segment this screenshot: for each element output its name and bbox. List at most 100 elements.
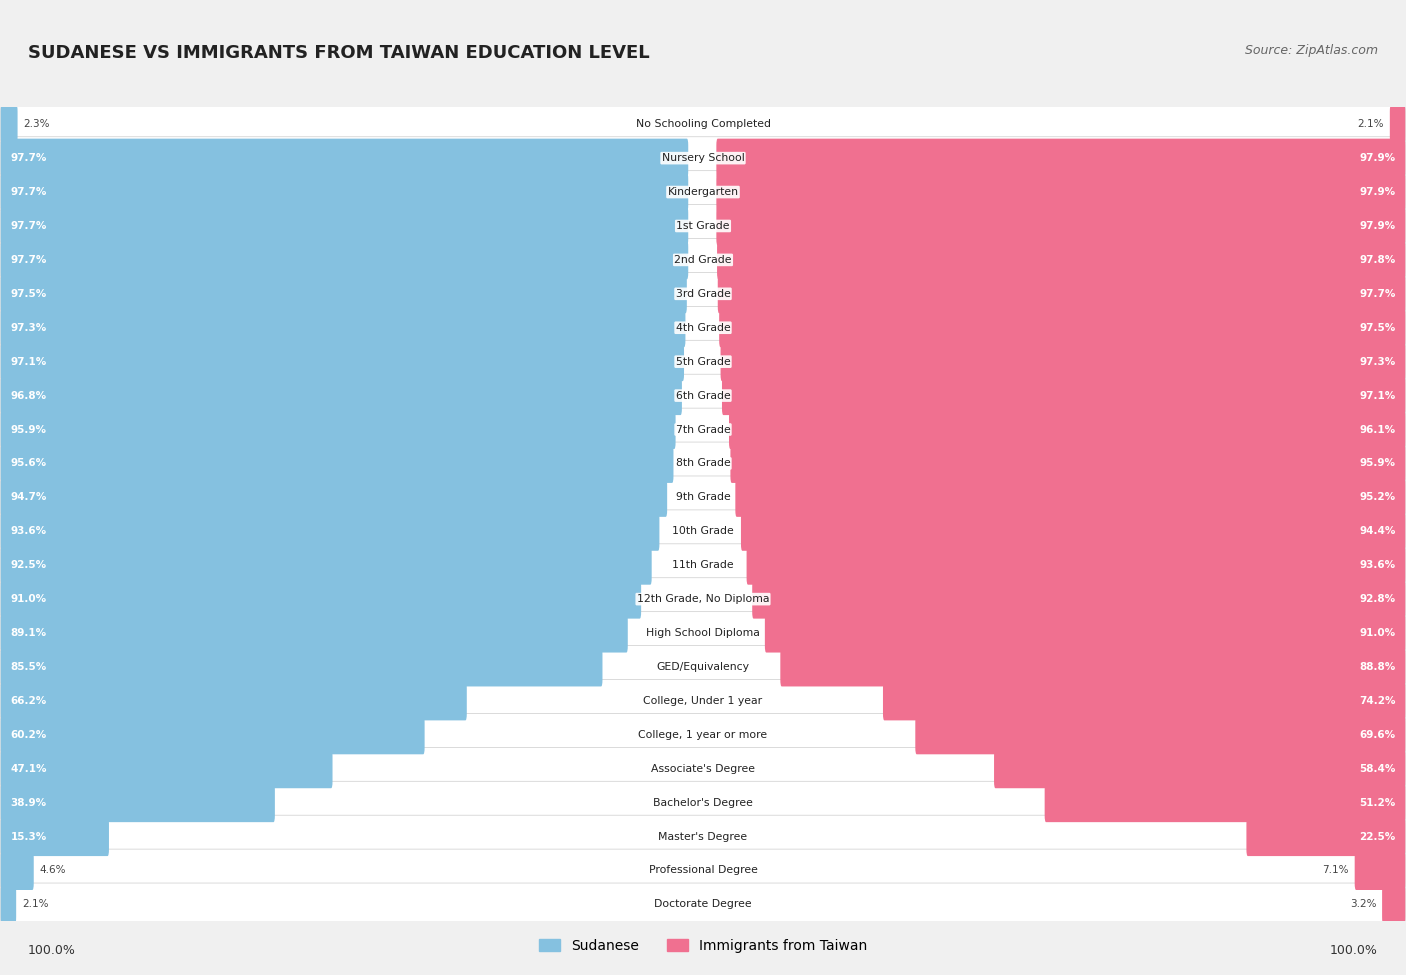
Text: College, Under 1 year: College, Under 1 year xyxy=(644,696,762,706)
FancyBboxPatch shape xyxy=(0,274,688,313)
Text: 97.5%: 97.5% xyxy=(11,289,46,298)
Text: 60.2%: 60.2% xyxy=(11,730,46,740)
Text: 97.7%: 97.7% xyxy=(11,153,46,163)
Text: 97.7%: 97.7% xyxy=(1360,289,1396,298)
FancyBboxPatch shape xyxy=(0,817,110,856)
FancyBboxPatch shape xyxy=(0,376,682,415)
Text: 47.1%: 47.1% xyxy=(11,763,46,774)
Text: Bachelor's Degree: Bachelor's Degree xyxy=(652,798,754,807)
FancyBboxPatch shape xyxy=(0,410,676,449)
Text: 95.9%: 95.9% xyxy=(11,424,46,435)
FancyBboxPatch shape xyxy=(0,104,17,143)
Text: 74.2%: 74.2% xyxy=(1360,696,1396,706)
Text: 91.0%: 91.0% xyxy=(11,594,46,604)
FancyBboxPatch shape xyxy=(720,308,1406,347)
FancyBboxPatch shape xyxy=(1,205,1405,248)
FancyBboxPatch shape xyxy=(1,611,1405,654)
FancyBboxPatch shape xyxy=(0,444,673,483)
Text: Associate's Degree: Associate's Degree xyxy=(651,763,755,774)
Text: 3.2%: 3.2% xyxy=(1350,899,1376,910)
Text: 94.7%: 94.7% xyxy=(11,492,46,502)
FancyBboxPatch shape xyxy=(0,546,652,585)
Text: 93.6%: 93.6% xyxy=(1360,561,1396,570)
FancyBboxPatch shape xyxy=(1,136,1405,179)
FancyBboxPatch shape xyxy=(1,374,1405,417)
Text: 10th Grade: 10th Grade xyxy=(672,526,734,536)
Text: 12th Grade, No Diploma: 12th Grade, No Diploma xyxy=(637,594,769,604)
FancyBboxPatch shape xyxy=(717,241,1406,280)
FancyBboxPatch shape xyxy=(730,410,1406,449)
Text: No Schooling Completed: No Schooling Completed xyxy=(636,119,770,130)
Text: 4th Grade: 4th Grade xyxy=(676,323,730,332)
FancyBboxPatch shape xyxy=(0,512,659,551)
Text: 22.5%: 22.5% xyxy=(1360,832,1396,841)
FancyBboxPatch shape xyxy=(1,544,1405,587)
Text: 97.9%: 97.9% xyxy=(1360,153,1396,163)
FancyBboxPatch shape xyxy=(0,647,603,686)
Text: 2.1%: 2.1% xyxy=(1358,119,1385,130)
Text: 97.1%: 97.1% xyxy=(1360,391,1396,401)
FancyBboxPatch shape xyxy=(716,138,1406,177)
Text: 1st Grade: 1st Grade xyxy=(676,221,730,231)
Text: 58.4%: 58.4% xyxy=(1360,763,1396,774)
Text: Kindergarten: Kindergarten xyxy=(668,187,738,197)
Text: 89.1%: 89.1% xyxy=(11,628,46,638)
FancyBboxPatch shape xyxy=(1,883,1405,926)
FancyBboxPatch shape xyxy=(1,340,1405,383)
FancyBboxPatch shape xyxy=(0,716,425,755)
FancyBboxPatch shape xyxy=(1391,104,1406,143)
FancyBboxPatch shape xyxy=(780,647,1406,686)
Text: GED/Equivalency: GED/Equivalency xyxy=(657,662,749,672)
Text: Doctorate Degree: Doctorate Degree xyxy=(654,899,752,910)
Text: 97.7%: 97.7% xyxy=(11,187,46,197)
FancyBboxPatch shape xyxy=(718,274,1406,313)
Text: 96.1%: 96.1% xyxy=(1360,424,1396,435)
Text: Master's Degree: Master's Degree xyxy=(658,832,748,841)
Text: 97.3%: 97.3% xyxy=(1360,357,1396,367)
Text: High School Diploma: High School Diploma xyxy=(647,628,759,638)
Text: 6th Grade: 6th Grade xyxy=(676,391,730,401)
Text: 94.4%: 94.4% xyxy=(1360,526,1396,536)
FancyBboxPatch shape xyxy=(1,510,1405,553)
FancyBboxPatch shape xyxy=(1,272,1405,315)
FancyBboxPatch shape xyxy=(1382,885,1406,924)
FancyBboxPatch shape xyxy=(1,680,1405,722)
Text: SUDANESE VS IMMIGRANTS FROM TAIWAN EDUCATION LEVEL: SUDANESE VS IMMIGRANTS FROM TAIWAN EDUCA… xyxy=(28,44,650,61)
Text: Nursery School: Nursery School xyxy=(662,153,744,163)
FancyBboxPatch shape xyxy=(0,138,689,177)
FancyBboxPatch shape xyxy=(0,478,668,517)
Text: 97.7%: 97.7% xyxy=(11,254,46,265)
FancyBboxPatch shape xyxy=(1,171,1405,214)
Text: 4.6%: 4.6% xyxy=(39,866,66,876)
FancyBboxPatch shape xyxy=(1,849,1405,892)
FancyBboxPatch shape xyxy=(752,579,1406,618)
Text: 88.8%: 88.8% xyxy=(1360,662,1396,672)
FancyBboxPatch shape xyxy=(1,306,1405,349)
Text: 2nd Grade: 2nd Grade xyxy=(675,254,731,265)
Text: 100.0%: 100.0% xyxy=(1330,944,1378,957)
FancyBboxPatch shape xyxy=(1045,783,1406,822)
FancyBboxPatch shape xyxy=(0,579,641,618)
Text: 92.5%: 92.5% xyxy=(11,561,46,570)
Text: Professional Degree: Professional Degree xyxy=(648,866,758,876)
FancyBboxPatch shape xyxy=(1,578,1405,620)
Text: Source: ZipAtlas.com: Source: ZipAtlas.com xyxy=(1244,44,1378,57)
Text: 38.9%: 38.9% xyxy=(11,798,46,807)
FancyBboxPatch shape xyxy=(0,682,467,721)
FancyBboxPatch shape xyxy=(0,749,333,788)
FancyBboxPatch shape xyxy=(1,239,1405,281)
Text: 66.2%: 66.2% xyxy=(11,696,46,706)
FancyBboxPatch shape xyxy=(716,207,1406,246)
FancyBboxPatch shape xyxy=(1247,817,1406,856)
Legend: Sudanese, Immigrants from Taiwan: Sudanese, Immigrants from Taiwan xyxy=(533,933,873,958)
FancyBboxPatch shape xyxy=(1,102,1405,145)
Text: 2.3%: 2.3% xyxy=(22,119,49,130)
Text: 97.9%: 97.9% xyxy=(1360,221,1396,231)
Text: 96.8%: 96.8% xyxy=(11,391,46,401)
Text: 92.8%: 92.8% xyxy=(1360,594,1396,604)
FancyBboxPatch shape xyxy=(0,342,685,381)
FancyBboxPatch shape xyxy=(731,444,1406,483)
FancyBboxPatch shape xyxy=(1355,851,1406,890)
FancyBboxPatch shape xyxy=(723,376,1406,415)
FancyBboxPatch shape xyxy=(915,716,1406,755)
